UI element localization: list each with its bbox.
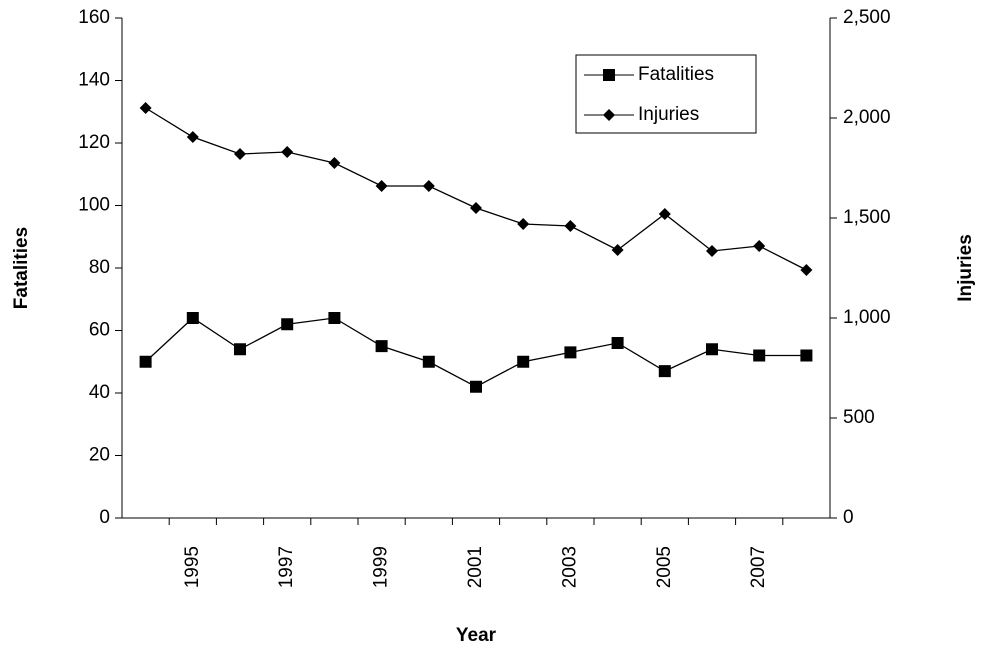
marker	[603, 109, 615, 121]
legend-label: Injuries	[638, 104, 699, 125]
x-tick-label: 2001	[465, 546, 486, 588]
marker	[234, 343, 246, 356]
y2-tick-label: 2,000	[843, 107, 891, 128]
y2-tick-label: 0	[843, 507, 854, 528]
legend-box	[575, 54, 757, 134]
marker	[375, 180, 388, 192]
y-tick-label: 60	[89, 320, 110, 341]
marker	[603, 69, 615, 81]
y-tick-label: 100	[78, 195, 110, 216]
marker	[753, 349, 766, 362]
marker	[328, 312, 341, 324]
marker	[470, 380, 482, 393]
y2-tick-label: 1,000	[843, 307, 891, 328]
y2-tick-label: 500	[843, 407, 875, 428]
x-axis-title: Year	[456, 625, 497, 646]
marker	[281, 146, 294, 158]
marker	[564, 346, 577, 359]
x-tick-label: 1995	[182, 546, 203, 588]
marker	[186, 131, 199, 143]
y-axis-title: Fatalities	[11, 227, 32, 309]
marker	[186, 312, 199, 324]
marker	[658, 208, 671, 220]
marker	[517, 218, 530, 230]
y-tick-label: 120	[78, 132, 110, 153]
x-tick-label: 1997	[276, 546, 297, 588]
y2-tick-label: 2,500	[843, 7, 891, 28]
marker	[564, 220, 577, 232]
y2-axis-title: Injuries	[955, 234, 976, 302]
marker	[422, 355, 435, 368]
marker	[706, 245, 718, 257]
marker	[234, 148, 246, 160]
marker	[422, 180, 435, 192]
y-tick-label: 80	[89, 257, 110, 278]
y2-tick-label: 1,500	[843, 207, 891, 228]
y-tick-label: 20	[89, 445, 110, 466]
marker	[611, 244, 624, 256]
marker	[706, 343, 718, 356]
marker	[611, 337, 624, 349]
y-tick-label: 40	[89, 382, 110, 403]
marker	[470, 202, 482, 214]
marker	[139, 102, 152, 114]
x-tick-label: 2005	[654, 546, 675, 588]
legend-label: Fatalities	[638, 64, 714, 85]
marker	[658, 365, 671, 378]
marker	[139, 355, 152, 368]
x-tick-label: 2007	[748, 546, 769, 588]
y-tick-label: 0	[99, 507, 110, 528]
marker	[517, 355, 530, 368]
y-tick-label: 160	[78, 7, 110, 28]
marker	[328, 157, 341, 169]
marker	[800, 264, 813, 276]
x-tick-label: 1999	[371, 546, 392, 588]
marker	[375, 340, 388, 353]
x-tick-label: 2003	[559, 546, 580, 588]
marker	[753, 240, 766, 252]
marker	[800, 349, 813, 362]
y-tick-label: 140	[78, 70, 110, 91]
marker	[281, 318, 294, 331]
